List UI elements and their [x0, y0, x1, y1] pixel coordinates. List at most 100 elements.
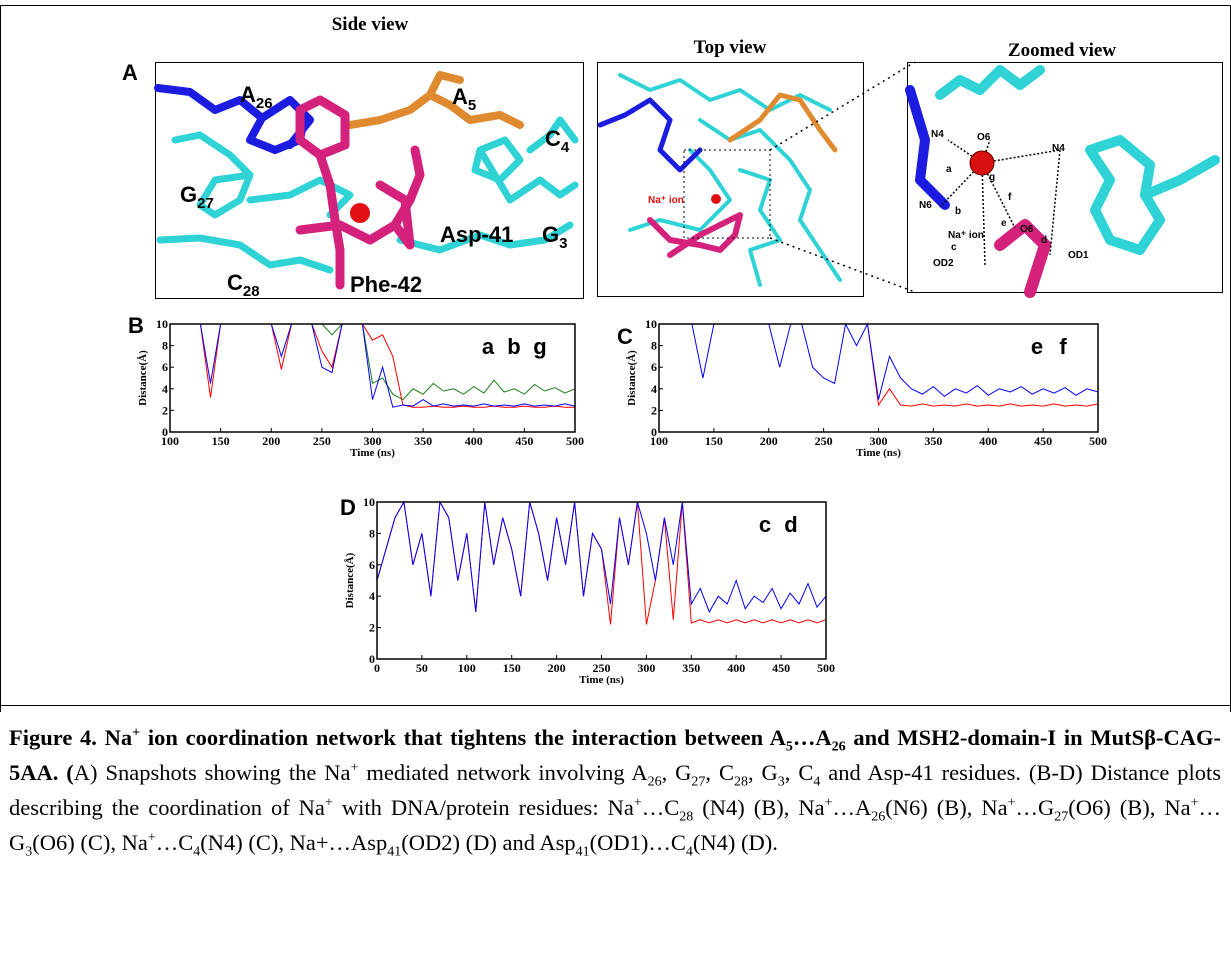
- caption-text: 26: [647, 774, 662, 790]
- panel-label: C: [617, 324, 633, 349]
- caption-text: (O6) (C), Na: [32, 830, 148, 855]
- caption-text: (OD1)…C: [589, 830, 686, 855]
- legend-entry: e: [1031, 334, 1043, 359]
- x-tick-label: 300: [637, 661, 655, 675]
- caption-text: …A: [792, 725, 832, 750]
- x-tick-label: 400: [465, 434, 483, 448]
- y-tick-label: 8: [162, 339, 168, 353]
- residue-label: G27: [180, 182, 214, 212]
- y-tick-label: 4: [369, 589, 375, 603]
- zoom-label: a: [946, 164, 952, 175]
- zoom-label: O6: [977, 132, 991, 143]
- x-tick-label: 500: [817, 661, 835, 675]
- x-tick-label: 200: [262, 434, 280, 448]
- caption-text: A) Snapshots showing the Na: [73, 760, 351, 785]
- zoom-region: [683, 149, 771, 239]
- x-tick-label: 250: [313, 434, 331, 448]
- caption-text: 3: [777, 774, 785, 790]
- caption-text: 28: [679, 809, 694, 825]
- x-tick-label: 400: [979, 434, 997, 448]
- zoom-label: e: [1001, 218, 1007, 229]
- y-axis-title: Distance(Å): [344, 552, 356, 608]
- y-tick-label: 0: [369, 652, 375, 666]
- caption-text: (N4) (B), Na: [693, 795, 825, 820]
- y-tick-label: 2: [162, 403, 168, 417]
- caption-text: ion coordination network that tightens t…: [140, 725, 786, 750]
- panel-label: B: [128, 313, 144, 338]
- residue-label: Asp-41: [440, 222, 513, 247]
- panel-label: D: [340, 495, 356, 520]
- zoom-label: N4: [1052, 143, 1065, 154]
- y-tick-label: 6: [162, 360, 168, 374]
- legend-entry: a: [482, 334, 495, 359]
- x-tick-label: 0: [374, 661, 380, 675]
- caption-text: 4: [685, 844, 693, 860]
- panel-label: A: [122, 60, 138, 85]
- caption-text: , G: [661, 760, 692, 785]
- x-axis-title: Time (ns): [350, 447, 395, 459]
- figure: A Side view Top view Zoomed view A26 A5 …: [0, 5, 1231, 712]
- caption-text: , C: [705, 760, 734, 785]
- zoom-label: f: [1008, 192, 1012, 203]
- y-tick-label: 10: [156, 317, 168, 331]
- caption-text: +: [1190, 795, 1199, 811]
- view-title: Zoomed view: [1008, 40, 1116, 61]
- zoom-label: O6: [1020, 224, 1034, 235]
- view-title: Side view: [332, 14, 409, 35]
- caption-text: mediated network involving A: [358, 760, 648, 785]
- caption-text: +: [633, 795, 642, 811]
- caption-text: 26: [871, 809, 886, 825]
- caption-text: 41: [387, 844, 402, 860]
- x-tick-label: 500: [566, 434, 584, 448]
- caption-text: and Asp-41 residues. (B-D) Distance plot…: [9, 760, 1221, 820]
- caption-text: (N4) (D).: [692, 830, 778, 855]
- y-tick-label: 2: [651, 403, 657, 417]
- x-tick-label: 150: [212, 434, 230, 448]
- caption-text: 41: [575, 844, 590, 860]
- zoom-label: g: [989, 172, 995, 183]
- x-tick-label: 150: [705, 434, 723, 448]
- residue-label: Phe-42: [350, 272, 422, 297]
- y-axis-title: Distance(Å): [626, 350, 638, 406]
- caption-text: 26: [831, 739, 846, 755]
- y-tick-label: 4: [162, 382, 168, 396]
- x-tick-label: 100: [458, 661, 476, 675]
- top-molecule: [597, 73, 842, 287]
- x-tick-label: 350: [414, 434, 432, 448]
- caption-text: 4: [193, 844, 201, 860]
- ion-label: Na⁺ ion: [648, 195, 684, 206]
- y-axis-title: Distance(Å): [137, 350, 149, 406]
- view-title: Top view: [694, 37, 767, 58]
- x-tick-label: 300: [364, 434, 382, 448]
- x-tick-label: 200: [760, 434, 778, 448]
- caption-text: +: [1007, 795, 1016, 811]
- caption-text: +: [147, 830, 156, 846]
- y-tick-label: 4: [651, 382, 657, 396]
- caption-text: , G: [747, 760, 778, 785]
- residue-label: C28: [227, 270, 260, 300]
- x-tick-label: 450: [772, 661, 790, 675]
- x-tick-label: 100: [161, 434, 179, 448]
- caption: Figure 4. Na+ ion coordination network t…: [9, 720, 1221, 860]
- x-axis-title: Time (ns): [579, 674, 624, 686]
- caption-text: with DNA/protein residues: Na: [332, 795, 634, 820]
- zoom-line: [769, 61, 916, 151]
- top-view-box: [597, 62, 864, 297]
- zoom-label: OD1: [1068, 250, 1089, 261]
- zoom-molecule: [905, 65, 1220, 298]
- caption-text: and MSH2-domain-I in MutSβ-CAG-5AA. (: [9, 725, 1221, 785]
- zoom-label: d: [1041, 235, 1047, 246]
- caption-text: …G: [1015, 795, 1055, 820]
- caption-text: +: [824, 795, 833, 811]
- x-tick-label: 250: [815, 434, 833, 448]
- zoom-label: OD2: [933, 258, 954, 269]
- y-tick-label: 8: [369, 526, 375, 540]
- zoom-label: b: [955, 206, 961, 217]
- caption-text: (O6) (B), Na: [1068, 795, 1191, 820]
- x-axis-title: Time (ns): [856, 447, 901, 459]
- y-tick-label: 0: [162, 425, 168, 439]
- x-tick-label: 350: [682, 661, 700, 675]
- y-tick-label: 10: [645, 317, 657, 331]
